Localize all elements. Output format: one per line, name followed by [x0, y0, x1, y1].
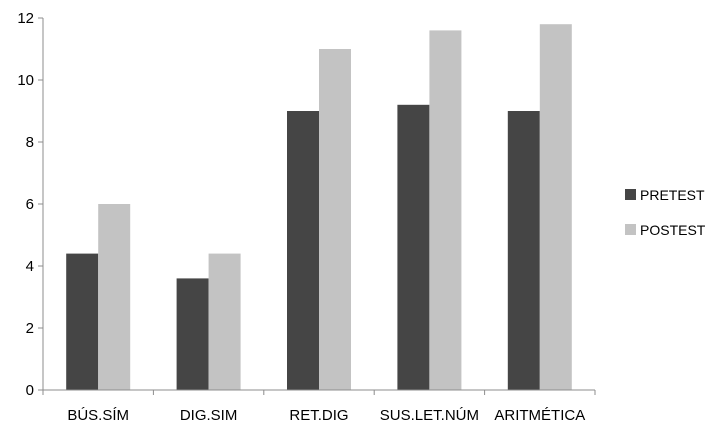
bar-pretest — [287, 111, 319, 390]
y-tick-label: 10 — [17, 72, 34, 89]
y-tick-label: 2 — [26, 320, 34, 337]
bar-postest — [208, 253, 241, 390]
bar-postest — [319, 49, 351, 390]
legend-swatch — [625, 189, 636, 200]
y-tick-label: 12 — [17, 10, 34, 27]
x-tick-label: DIG.SIM — [180, 407, 238, 423]
bars — [66, 24, 572, 391]
bar-pretest — [507, 111, 540, 390]
bar-pretest — [66, 253, 99, 390]
y-axis-ticks: 0 2 4 6 8 10 12 — [17, 10, 43, 399]
legend-label: POSTEST — [640, 222, 706, 238]
y-tick-label: 6 — [26, 196, 34, 213]
legend-swatch — [625, 224, 636, 235]
legend-label: PRETEST — [640, 187, 705, 203]
y-tick-label: 8 — [26, 134, 34, 151]
bar-postest — [98, 204, 131, 390]
y-tick-label: 0 — [26, 382, 34, 399]
x-tick-label: SUS.LET.NÚM — [380, 407, 479, 423]
y-tick-label: 4 — [26, 258, 34, 275]
legend: PRETEST POSTEST — [625, 187, 706, 238]
bar-pretest — [176, 278, 209, 390]
x-tick-label: RET.DIG — [289, 407, 348, 423]
x-tick-label: ARITMÉTICA — [494, 407, 585, 423]
x-axis-ticks: BÚS.SÍM DIG.SIM RET.DIG SUS.LET.NÚM ARITMÉTI… — [42, 390, 596, 423]
bar-postest — [539, 24, 572, 390]
bar-pretest — [397, 104, 430, 391]
bar-postest — [429, 30, 462, 391]
x-tick-label: BÚS.SÍM — [67, 407, 129, 423]
